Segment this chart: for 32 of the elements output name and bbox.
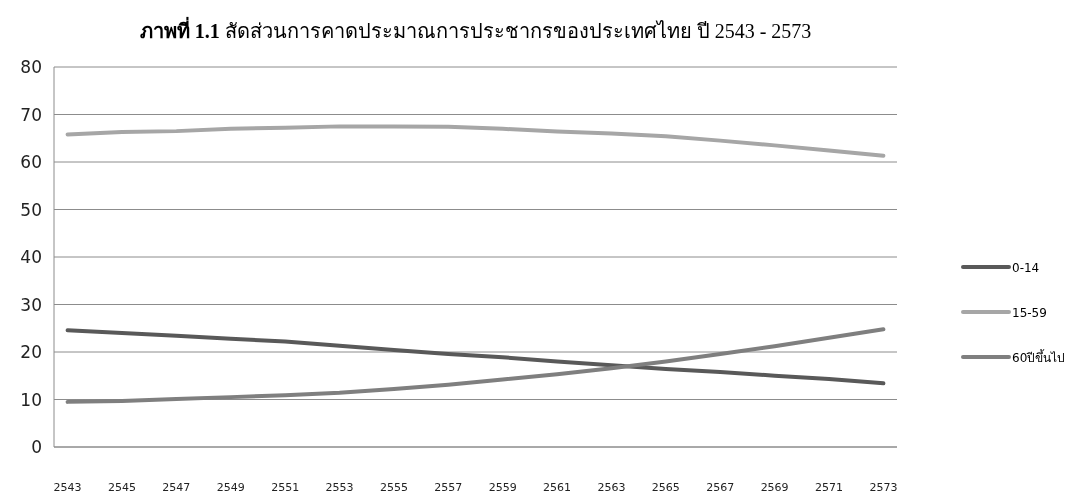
- chart-title: ภาพที่ 1.1 สัดส่วนการคาดประมาณการประชากรของประเทศไทย ปี 2543 - 2573: [139, 16, 812, 42]
- y-tick-label: 70: [20, 104, 42, 125]
- line-series: [65, 327, 886, 404]
- y-tick-label: 80: [20, 57, 42, 77]
- x-tick-label: 2547: [162, 481, 191, 494]
- legend-label: 0-14: [1012, 261, 1040, 275]
- x-tick-label: 2569: [760, 481, 789, 494]
- x-tick-label: 2565: [651, 481, 680, 494]
- legend-label: 15-59: [1012, 306, 1047, 320]
- x-tick-label: 2561: [543, 481, 572, 494]
- x-tick-label: 2555: [379, 481, 408, 494]
- y-tick-label: 0: [31, 437, 42, 457]
- legend-label: 60ปีขึ้นไป: [1012, 349, 1066, 365]
- x-tick-label: 2567: [706, 481, 735, 494]
- x-tick-label: 2549: [216, 481, 245, 494]
- y-tick-label: 60: [20, 152, 42, 172]
- x-tick-label: 2557: [434, 481, 463, 494]
- x-tick-label: 2563: [597, 481, 626, 494]
- y-tick-label: 10: [20, 389, 42, 410]
- x-tick-label: 2545: [107, 481, 136, 494]
- x-tick-label: 2553: [325, 481, 354, 494]
- x-tick-label: 2559: [488, 481, 517, 494]
- line-series: [65, 124, 886, 158]
- x-tick-label: 2551: [271, 481, 300, 494]
- y-tick-label: 20: [20, 342, 42, 362]
- y-tick-label: 40: [20, 247, 42, 267]
- y-tick-label: 50: [20, 199, 42, 220]
- x-tick-label: 2543: [53, 481, 82, 494]
- x-tick-label: 2573: [869, 481, 898, 494]
- y-tick-label: 30: [20, 294, 42, 315]
- x-tick-label: 2571: [815, 481, 844, 494]
- line-series: [65, 328, 886, 386]
